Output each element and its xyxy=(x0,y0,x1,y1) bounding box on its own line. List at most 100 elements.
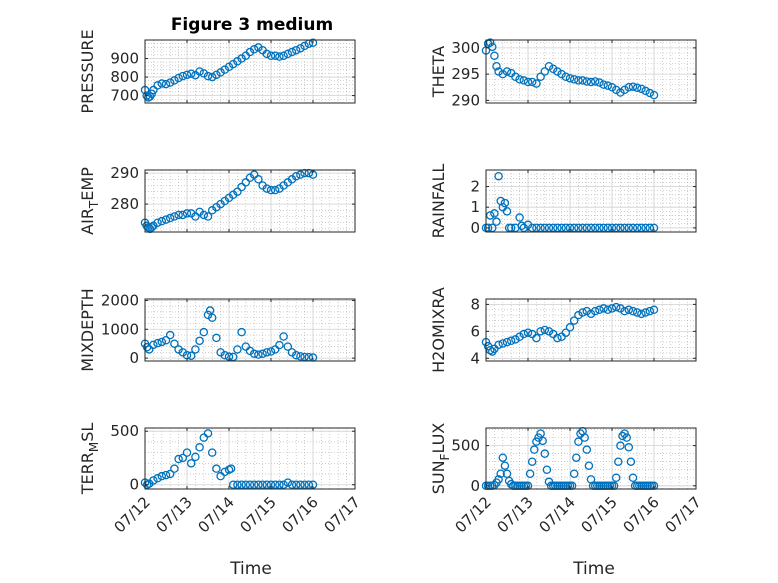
data-point xyxy=(624,83,634,92)
data-point xyxy=(517,221,526,231)
data-point xyxy=(500,198,510,208)
data-point xyxy=(170,339,179,348)
data-point xyxy=(603,223,613,233)
y-tick-label: 0 xyxy=(470,219,480,237)
data-point xyxy=(199,210,209,220)
data-point xyxy=(645,306,655,316)
data-point xyxy=(490,209,499,218)
data-point xyxy=(595,223,604,233)
data-point xyxy=(624,305,634,315)
data-point xyxy=(544,223,554,233)
data-point xyxy=(494,475,503,484)
data-point xyxy=(199,69,209,78)
data-point xyxy=(233,480,242,489)
y-tick-label: 280 xyxy=(110,195,139,213)
data-point xyxy=(574,76,583,85)
data-point xyxy=(266,347,276,356)
data-point xyxy=(182,448,192,457)
axes-box xyxy=(144,169,356,233)
data-point xyxy=(224,62,234,72)
data-point xyxy=(165,469,175,479)
data-point xyxy=(220,65,230,74)
data-point xyxy=(502,67,512,76)
y-axis-label: PRESSURE xyxy=(78,29,97,113)
y-tick-label: 500 xyxy=(451,437,480,455)
data-point xyxy=(494,340,503,350)
data-point xyxy=(182,209,192,218)
data-point xyxy=(195,443,204,452)
axes-box xyxy=(485,39,697,104)
data-point xyxy=(186,69,196,78)
data-point xyxy=(536,223,545,233)
data-point xyxy=(542,465,552,474)
data-point xyxy=(237,54,246,63)
axes-box xyxy=(144,298,356,362)
data-point xyxy=(233,187,242,196)
data-point xyxy=(258,349,267,359)
data-point xyxy=(637,309,646,319)
axes-box xyxy=(485,298,697,362)
y-tick-label: 290 xyxy=(451,91,480,109)
data-point xyxy=(199,433,209,442)
data-point xyxy=(506,336,516,346)
data-point xyxy=(165,330,175,340)
axes-background xyxy=(486,170,696,232)
data-point xyxy=(237,327,246,337)
data-point xyxy=(279,51,288,61)
data-point xyxy=(618,431,627,441)
data-point xyxy=(599,304,608,313)
data-point xyxy=(191,452,200,462)
data-point xyxy=(170,212,179,221)
y-axis-label: TERRMSL xyxy=(78,423,101,496)
y-axis-label: H2OMIXRA xyxy=(429,287,448,373)
data-point xyxy=(149,476,158,485)
y-tick-label: 6 xyxy=(470,322,480,340)
y-tick-label: 0 xyxy=(129,349,139,367)
data-point xyxy=(237,480,246,489)
data-point xyxy=(519,76,529,85)
data-point xyxy=(628,223,638,233)
data-point xyxy=(153,338,162,348)
data-point xyxy=(586,77,596,87)
data-point xyxy=(270,345,280,354)
data-point xyxy=(283,478,293,487)
data-point xyxy=(245,47,255,57)
data-point xyxy=(207,448,217,457)
data-point xyxy=(599,80,608,89)
data-point xyxy=(287,348,297,357)
axes-4: 0 1 2 RAINFALL xyxy=(429,164,697,238)
axes-background xyxy=(486,299,696,361)
data-point xyxy=(174,210,183,220)
data-point xyxy=(492,217,501,226)
data-point xyxy=(620,85,629,95)
data-point xyxy=(519,329,529,339)
data-point xyxy=(279,332,288,341)
data-point xyxy=(147,223,156,232)
y-axis-label-part: AIR xyxy=(78,208,97,235)
data-point xyxy=(611,473,621,483)
data-point xyxy=(595,78,604,87)
data-point xyxy=(186,351,196,361)
data-point xyxy=(283,342,293,351)
data-point xyxy=(245,346,255,356)
data-point xyxy=(228,480,238,489)
data-point xyxy=(296,170,305,179)
data-point xyxy=(161,335,171,345)
data-point xyxy=(572,453,581,462)
data-point xyxy=(157,79,167,88)
data-point xyxy=(628,306,638,316)
data-point xyxy=(574,223,583,233)
data-point xyxy=(645,88,655,98)
data-point xyxy=(144,345,154,354)
axes-box xyxy=(485,427,697,490)
y-axis-label: MIXDEPTH xyxy=(78,288,97,371)
data-point xyxy=(553,333,562,343)
data-point xyxy=(287,47,297,57)
data-point xyxy=(500,461,510,470)
data-point xyxy=(578,223,587,233)
data-point xyxy=(178,71,188,81)
data-point xyxy=(170,76,179,85)
